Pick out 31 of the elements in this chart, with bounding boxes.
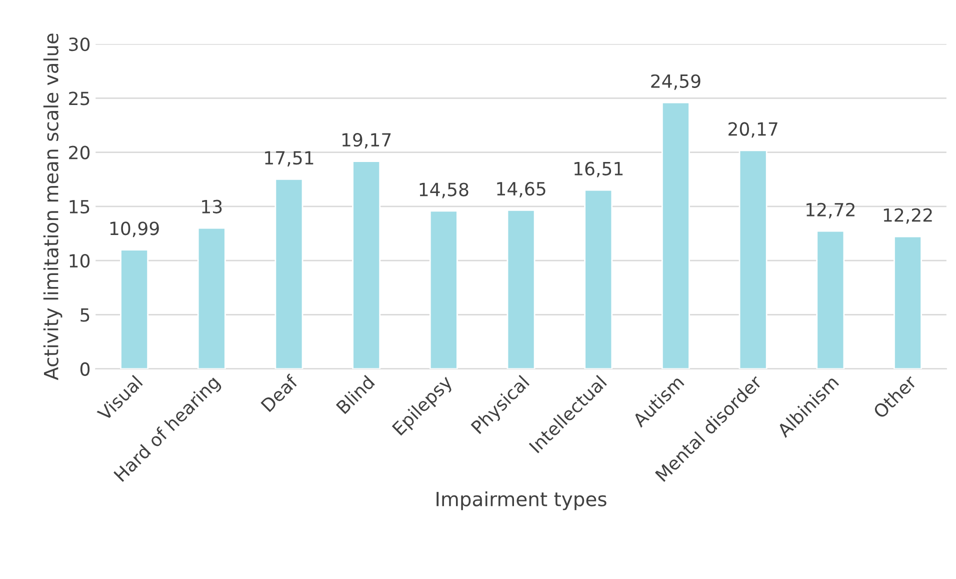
y-tick-label: 30 <box>69 37 90 52</box>
data-label: 17,51 <box>265 151 314 166</box>
data-label: 10,99 <box>110 222 159 238</box>
y-tick-label: 25 <box>69 92 90 106</box>
bar <box>120 249 149 369</box>
bar <box>197 227 226 369</box>
data-label: 20,17 <box>728 122 778 138</box>
bar <box>894 236 922 369</box>
bar <box>506 210 536 369</box>
bar <box>429 210 458 369</box>
bar <box>274 178 304 369</box>
bar <box>661 102 690 369</box>
y-axis-title: Activity limitation mean scale value <box>43 34 62 380</box>
y-tick-label: 20 <box>69 146 90 160</box>
data-label: 14,58 <box>420 182 468 198</box>
data-label: 14,65 <box>497 182 546 198</box>
y-tick-label: 10 <box>70 254 90 268</box>
y-tick-label: 5 <box>80 308 90 322</box>
data-label: 16,51 <box>574 162 623 178</box>
data-label: 19,17 <box>342 132 391 148</box>
data-label: 13 <box>202 200 222 214</box>
y-tick-label: 15 <box>70 200 90 214</box>
bar <box>816 230 845 369</box>
data-label: 12,72 <box>806 202 854 218</box>
x-axis-title: Impairment types <box>436 491 606 510</box>
bar <box>584 189 613 369</box>
bar <box>352 160 381 369</box>
bar <box>738 150 768 369</box>
data-label: 24,59 <box>651 74 700 90</box>
data-label: 12,22 <box>884 208 932 224</box>
y-tick-label: 0 <box>80 362 90 376</box>
